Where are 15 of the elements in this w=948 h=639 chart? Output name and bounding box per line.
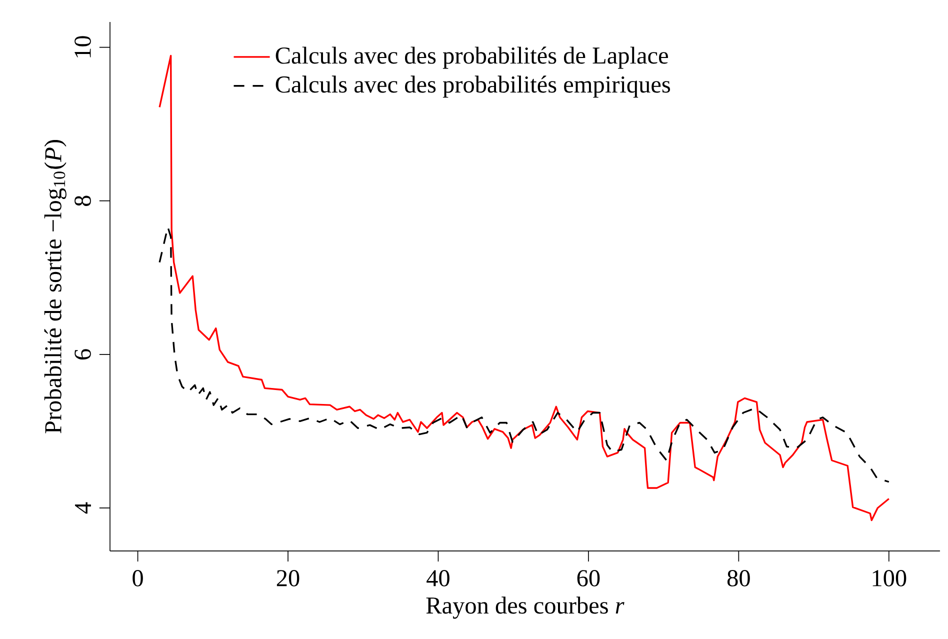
line-series	[158, 226, 890, 483]
y-tick-label: 10	[74, 36, 91, 58]
legend-label: Calculs avec des probabilités de Laplace	[276, 46, 668, 69]
x-axis-title: Rayon des courbes r	[426, 596, 624, 619]
x-tick-label: 20	[276, 570, 300, 586]
y-tick-label: 4	[74, 502, 91, 514]
y-tick-label: 6	[74, 349, 91, 360]
legend-label: Calculs avec des probabilités empiriques	[276, 76, 670, 98]
x-tick-label: 100	[872, 570, 906, 586]
x-tick-label: 80	[727, 570, 750, 586]
x-tick-label: 40	[426, 570, 450, 586]
x-tick-label: 60	[577, 570, 600, 586]
x-tick-label: 0	[132, 570, 143, 586]
y-tick-label: 8	[74, 196, 91, 206]
y-axis-title: Probabilité de sortie −log$_{10}$(P)	[44, 140, 66, 434]
